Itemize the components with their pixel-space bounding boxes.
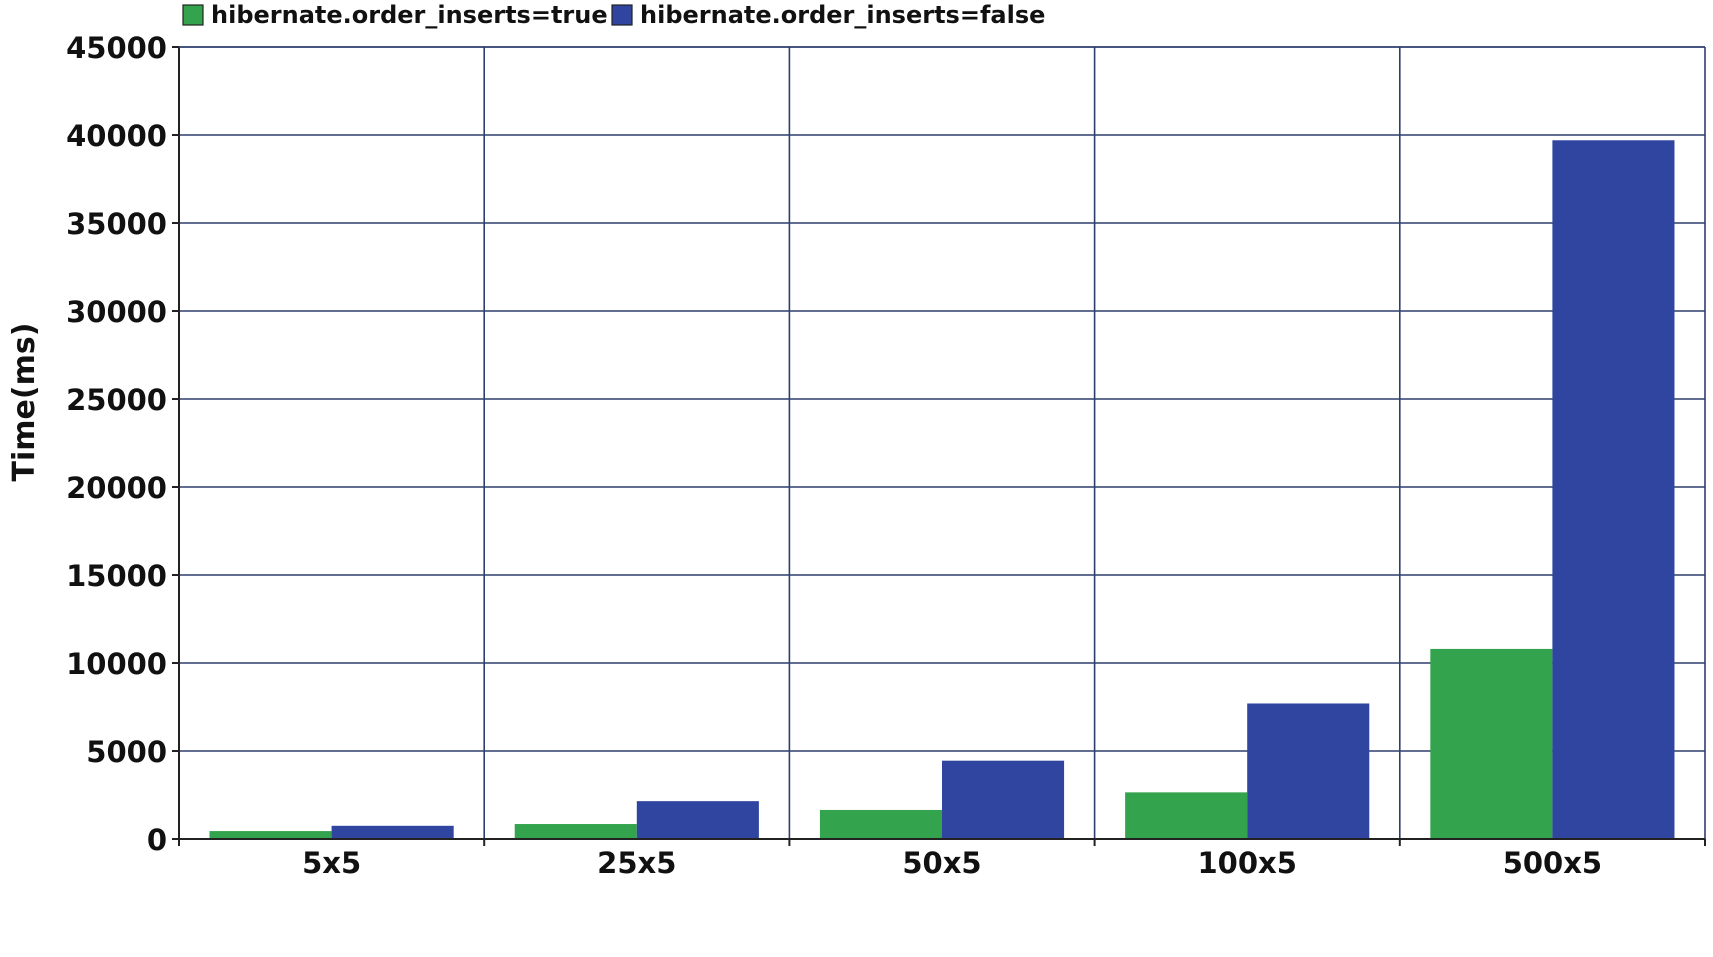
bar-50x5-series-0 (819, 809, 942, 839)
legend-label: hibernate.order_inserts=false (640, 1, 1045, 29)
y-tick-label: 20000 (66, 471, 167, 505)
axes (172, 46, 1706, 846)
x-tick-label: 100x5 (1197, 846, 1296, 880)
y-tick-label: 5000 (86, 735, 167, 769)
y-axis-label: Time(ms) (7, 323, 42, 482)
y-tick-labels: 0 5000 10000 15000 20000 25000 30000 35000 40000… (66, 31, 167, 857)
bar-100x5-series-1 (1247, 703, 1370, 839)
legend-label: hibernate.order_inserts=true (211, 1, 608, 29)
y-tick-label: 10000 (66, 647, 167, 681)
bar-50x5-series-1 (942, 760, 1065, 839)
legend-swatch (611, 4, 633, 26)
bars (209, 140, 1675, 839)
y-tick-label: 0 (147, 823, 167, 857)
y-tick-label: 30000 (66, 295, 167, 329)
legend: hibernate.order_inserts=true hibernate.or… (182, 1, 1045, 29)
y-tick-label: 25000 (66, 383, 167, 417)
legend-swatch (182, 4, 204, 26)
y-tick-label: 40000 (66, 119, 167, 153)
x-tick-label: 25x5 (597, 846, 676, 880)
bar-500x5-series-0 (1430, 648, 1553, 839)
y-tick-label: 15000 (66, 559, 167, 593)
bar-100x5-series-0 (1125, 792, 1248, 839)
x-tick-label: 50x5 (902, 846, 981, 880)
y-tick-label: 45000 (66, 31, 167, 65)
bar-25x5-series-1 (636, 801, 759, 839)
bar-500x5-series-1 (1552, 140, 1675, 839)
y-tick-label: 35000 (66, 207, 167, 241)
x-tick-label: 500x5 (1503, 846, 1602, 880)
bar-5x5-series-1 (331, 825, 454, 839)
grid-lines (179, 46, 1706, 839)
x-tick-label: 5x5 (302, 846, 361, 880)
x-tick-labels: 5x5 25x5 50x5 100x5 500x5 (302, 846, 1602, 880)
bar-5x5-series-0 (209, 831, 332, 839)
bar-25x5-series-0 (514, 824, 637, 839)
